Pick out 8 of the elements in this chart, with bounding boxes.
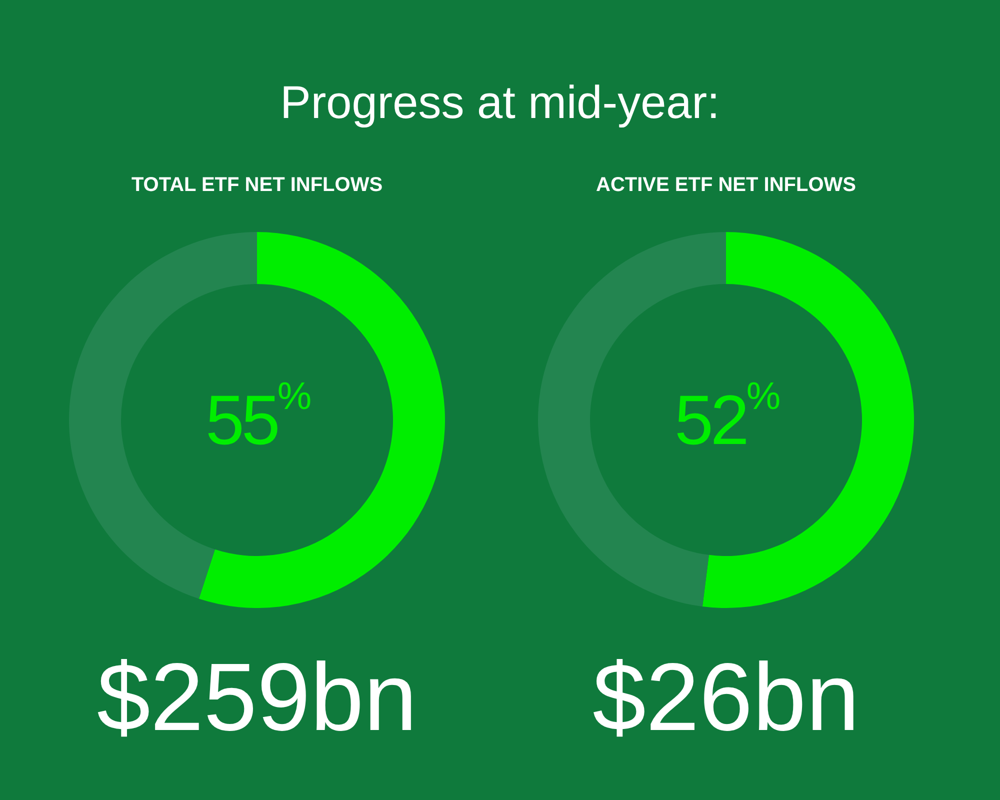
text: $26bn: [592, 644, 860, 751]
data-label: 52$^{%}$: [674, 374, 780, 459]
text: $259bn: [96, 644, 418, 751]
chart-subtitle: TOTAL ETF NET INFLOWS: [131, 174, 383, 196]
chart-title: Progress at mid-year:: [280, 76, 720, 128]
donut-slice: [198, 232, 445, 608]
chart-subtitle: ACTIVE ETF NET INFLOWS: [596, 174, 856, 196]
data-label: 55$^{%}$: [205, 374, 310, 459]
